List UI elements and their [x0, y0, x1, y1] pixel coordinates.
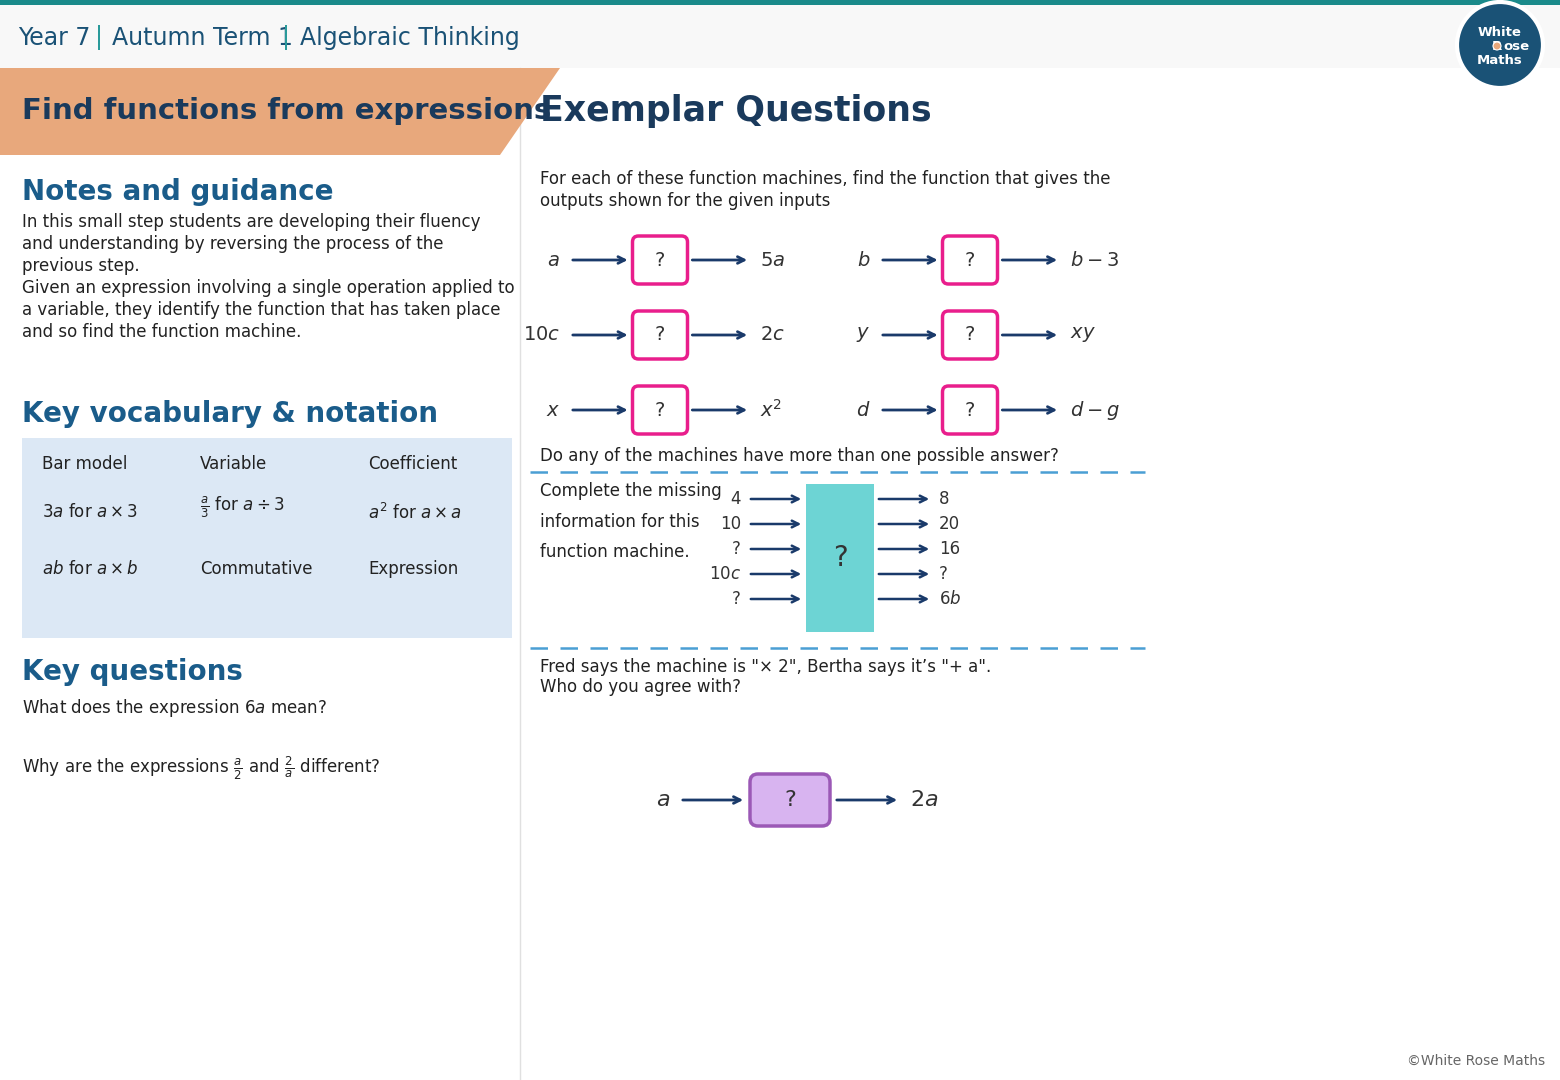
Bar: [807, 484, 874, 632]
Text: 20: 20: [939, 515, 959, 534]
Text: ©White Rose Maths: ©White Rose Maths: [1407, 1054, 1544, 1068]
Text: R: R: [1491, 40, 1502, 53]
Text: 16: 16: [939, 540, 959, 558]
FancyBboxPatch shape: [942, 311, 997, 359]
Text: ?: ?: [732, 590, 741, 608]
Text: In this small step students are developing their fluency: In this small step students are developi…: [22, 213, 480, 231]
Text: ?: ?: [964, 401, 975, 419]
Text: Key questions: Key questions: [22, 658, 243, 686]
Text: $x$: $x$: [546, 401, 560, 419]
Circle shape: [1457, 2, 1543, 87]
Text: a variable, they identify the function that has taken place: a variable, they identify the function t…: [22, 301, 501, 319]
FancyBboxPatch shape: [632, 386, 688, 434]
Text: $d-g$: $d-g$: [1070, 399, 1120, 421]
Text: Why are the expressions $\frac{a}{2}$ and $\frac{2}{a}$ different?: Why are the expressions $\frac{a}{2}$ an…: [22, 755, 381, 782]
Text: ?: ?: [732, 540, 741, 558]
Text: ?: ?: [785, 789, 796, 810]
Text: 10: 10: [719, 515, 741, 534]
Text: Do any of the machines have more than one possible answer?: Do any of the machines have more than on…: [540, 447, 1059, 465]
Text: $ab$ for $a \times b$: $ab$ for $a \times b$: [42, 561, 139, 578]
Text: $3a$ for $a \times 3$: $3a$ for $a \times 3$: [42, 503, 137, 521]
Text: |: |: [282, 26, 290, 51]
Text: Year 7: Year 7: [19, 26, 90, 50]
Text: $a^2$ for $a \times a$: $a^2$ for $a \times a$: [368, 503, 462, 523]
Text: ?: ?: [964, 325, 975, 345]
Text: Commutative: Commutative: [200, 561, 312, 578]
Text: |: |: [95, 26, 103, 51]
FancyBboxPatch shape: [632, 237, 688, 284]
Text: Key vocabulary & notation: Key vocabulary & notation: [22, 400, 438, 428]
FancyBboxPatch shape: [750, 774, 830, 826]
Text: previous step.: previous step.: [22, 257, 140, 275]
Text: 4: 4: [730, 490, 741, 508]
Text: $\frac{a}{3}$ for $a \div 3$: $\frac{a}{3}$ for $a \div 3$: [200, 495, 285, 521]
Bar: [0, 0, 1560, 68]
Text: What does the expression $6a$ mean?: What does the expression $6a$ mean?: [22, 697, 328, 719]
Text: Bar model: Bar model: [42, 455, 128, 473]
Text: $d$: $d$: [855, 401, 870, 419]
Text: ?: ?: [655, 251, 665, 270]
Text: Maths: Maths: [1477, 54, 1523, 67]
FancyBboxPatch shape: [942, 386, 997, 434]
Text: $b-3$: $b-3$: [1070, 251, 1119, 270]
Text: Expression: Expression: [368, 561, 459, 578]
Text: ?: ?: [964, 251, 975, 270]
FancyBboxPatch shape: [632, 311, 688, 359]
Text: $2c$: $2c$: [760, 325, 785, 345]
Text: $a$: $a$: [548, 251, 560, 270]
Text: $2a$: $2a$: [909, 789, 938, 810]
Text: $10c$: $10c$: [523, 325, 560, 345]
Bar: [0, 0, 1560, 5]
Text: ?: ?: [939, 565, 948, 583]
Text: and understanding by reversing the process of the: and understanding by reversing the proce…: [22, 235, 443, 253]
Text: $6b$: $6b$: [939, 590, 961, 608]
Text: Coefficient: Coefficient: [368, 455, 457, 473]
Text: ?: ?: [833, 544, 847, 572]
Text: Who do you agree with?: Who do you agree with?: [540, 678, 741, 696]
Text: $5a$: $5a$: [760, 251, 785, 270]
Text: $b$: $b$: [856, 251, 870, 270]
Text: Algebraic Thinking: Algebraic Thinking: [300, 26, 519, 50]
Text: 8: 8: [939, 490, 950, 508]
Bar: [22, 438, 512, 638]
Text: Notes and guidance: Notes and guidance: [22, 178, 334, 206]
Text: $a$: $a$: [655, 789, 669, 810]
Text: Given an expression involving a single operation applied to: Given an expression involving a single o…: [22, 279, 515, 297]
Text: ?: ?: [655, 325, 665, 345]
Text: Autumn Term 1: Autumn Term 1: [112, 26, 293, 50]
Text: For each of these function machines, find the function that gives the: For each of these function machines, fin…: [540, 170, 1111, 188]
Text: $x^2$: $x^2$: [760, 399, 782, 421]
Text: $xy$: $xy$: [1070, 325, 1095, 345]
Text: Find functions from expressions: Find functions from expressions: [22, 97, 551, 125]
Text: White: White: [1477, 26, 1523, 39]
Text: Variable: Variable: [200, 455, 267, 473]
Polygon shape: [0, 68, 560, 156]
Text: and so find the function machine.: and so find the function machine.: [22, 323, 301, 341]
Text: Exemplar Questions: Exemplar Questions: [540, 94, 931, 129]
Text: $10c$: $10c$: [708, 565, 741, 583]
Text: ose: ose: [1502, 40, 1529, 53]
Text: Fred says the machine is "× 2", Bertha says it’s "+ a".: Fred says the machine is "× 2", Bertha s…: [540, 658, 991, 676]
Circle shape: [1493, 42, 1501, 50]
Text: outputs shown for the given inputs: outputs shown for the given inputs: [540, 192, 830, 210]
Text: Complete the missing
information for this
function machine.: Complete the missing information for thi…: [540, 482, 722, 562]
FancyBboxPatch shape: [942, 237, 997, 284]
Text: $y$: $y$: [856, 325, 870, 345]
Text: ?: ?: [655, 401, 665, 419]
